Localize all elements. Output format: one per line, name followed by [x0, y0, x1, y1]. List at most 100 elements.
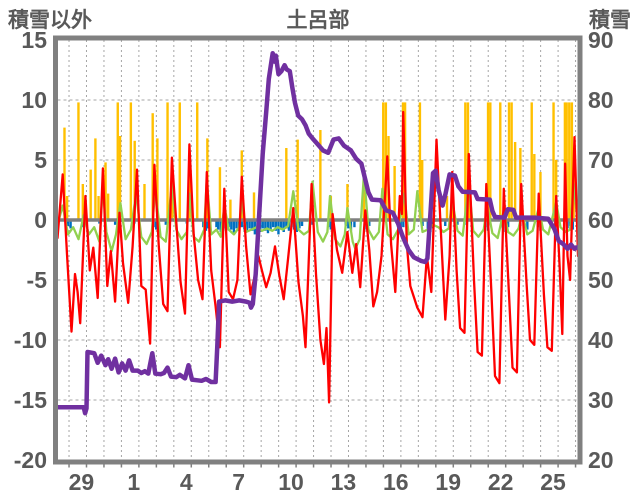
orange-bar	[218, 167, 222, 220]
x-axis-label: 29	[69, 469, 95, 495]
left-axis-tick-label: 0	[34, 207, 47, 233]
orange-bar	[94, 138, 97, 220]
blue-bar	[98, 220, 101, 224]
x-axis-label: 7	[232, 469, 245, 495]
blue-bar	[421, 220, 424, 226]
blue-bar	[113, 220, 117, 225]
blue-bar	[232, 220, 236, 234]
left-axis-tick-label: 15	[21, 27, 47, 53]
purple-line	[55, 50, 581, 416]
blue-bar	[279, 220, 283, 230]
blue-bar	[444, 220, 447, 226]
blue-bar	[164, 220, 167, 225]
blue-bar	[215, 220, 218, 228]
red-line	[56, 110, 580, 404]
right-axis-tick-label: 50	[588, 267, 614, 293]
orange-bar	[393, 166, 396, 220]
orange-bar	[285, 148, 288, 220]
orange-bar	[445, 196, 449, 220]
x-axis-label: 19	[435, 469, 461, 495]
blue-bar	[329, 220, 333, 230]
orange-bar	[133, 140, 136, 220]
orange-bar	[118, 136, 122, 220]
blue-bar	[261, 220, 264, 229]
blue-bar	[240, 220, 243, 228]
orange-bar	[229, 199, 232, 220]
orange-bar	[464, 102, 467, 220]
orange-bar	[530, 102, 533, 220]
blue-bar	[353, 220, 356, 228]
blue-bar	[368, 220, 371, 226]
orange-bar	[143, 184, 146, 220]
blue-bar	[266, 220, 270, 234]
orange-bar	[418, 102, 422, 220]
blue-bar	[285, 220, 288, 229]
orange-bar	[196, 102, 199, 220]
blue-bar	[230, 220, 233, 230]
right-axis-tick-label: 70	[588, 147, 614, 173]
orange-bar	[451, 202, 454, 220]
orange-bar	[156, 138, 159, 220]
orange-bar	[178, 102, 181, 220]
orange-bar	[89, 169, 92, 220]
orange-bar	[565, 102, 568, 220]
blue-bar	[235, 220, 238, 229]
left-axis-tick-label: -5	[27, 267, 48, 293]
orange-bar	[552, 102, 555, 220]
blue-bar	[300, 220, 304, 226]
plot-frame	[53, 35, 583, 465]
orange-bar	[106, 193, 110, 220]
blue-bar	[347, 220, 350, 229]
blue-bar	[274, 220, 278, 231]
blue-bar	[248, 220, 251, 229]
orange-bar	[346, 184, 349, 220]
x-axis-label: 4	[180, 469, 193, 495]
blue-bar	[69, 220, 72, 229]
right-axis-tick-label: 80	[588, 87, 614, 113]
orange-bar	[570, 102, 574, 220]
orange-bar	[563, 102, 567, 220]
orange-bar	[97, 196, 100, 220]
right-axis-tick-label: 20	[588, 447, 614, 473]
x-axis-label: 1	[127, 469, 140, 495]
orange-bar	[362, 190, 366, 220]
blue-bar	[526, 220, 529, 230]
blue-bar	[456, 220, 459, 225]
x-axis-label: 25	[540, 469, 566, 495]
orange-bar	[166, 102, 169, 220]
blue-bar	[269, 220, 272, 230]
x-axis-label: 22	[488, 469, 514, 495]
orange-bar	[252, 192, 256, 220]
orange-bar	[499, 102, 502, 220]
orange-bar	[319, 130, 322, 220]
right-axis-tick-label: 30	[588, 387, 614, 413]
blue-bar	[202, 220, 205, 228]
chart-title: 土呂部	[286, 9, 350, 32]
orange-bar	[81, 184, 85, 220]
left-axis-tick-label: 10	[21, 87, 47, 113]
blue-bar	[216, 220, 220, 230]
orange-bar	[129, 102, 133, 220]
left-axis-tick-label: -15	[14, 387, 47, 413]
orange-bar	[151, 113, 154, 220]
orange-bar	[116, 102, 119, 220]
orange-bar	[533, 154, 536, 220]
orange-bar	[104, 162, 107, 220]
orange-bar	[382, 102, 385, 220]
right-axis-title: 積雪	[589, 9, 631, 32]
left-axis-title: 積雪以外	[8, 9, 92, 32]
left-axis-tick-label: -20	[14, 447, 47, 473]
x-axis-label: 16	[383, 469, 409, 495]
blue-bar	[219, 220, 223, 232]
orange-bar	[77, 102, 80, 220]
x-axis-label: 13	[331, 469, 357, 495]
blue-bar	[251, 220, 254, 231]
orange-bar	[507, 102, 511, 220]
orange-bar	[486, 102, 490, 220]
blue-bar	[506, 220, 510, 228]
orange-bar	[65, 196, 69, 220]
right-axis-tick-label: 90	[588, 27, 614, 53]
orange-bar	[513, 142, 517, 220]
